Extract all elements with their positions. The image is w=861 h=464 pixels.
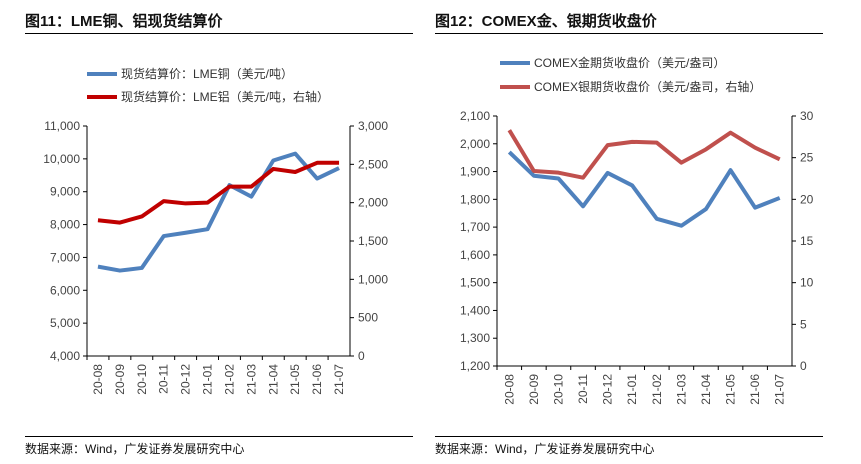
y2-tick-label: 30 bbox=[800, 109, 814, 123]
series-line-1 bbox=[507, 129, 781, 180]
y2-tick-label: 1,500 bbox=[358, 234, 388, 248]
y-tick-label: 11,000 bbox=[44, 119, 80, 133]
x-tick-label: 21-02 bbox=[222, 364, 236, 395]
y2-tick-label: 5 bbox=[800, 317, 807, 331]
x-tick-label: 21-05 bbox=[724, 374, 738, 405]
y-tick-label: 4,000 bbox=[50, 349, 80, 363]
chart-comex: 1,200 1,300 1,400 1,500 1,600 1,700 1,800 1,900… bbox=[460, 55, 814, 405]
y2-tick-label: 0 bbox=[358, 349, 365, 363]
y2-tick-label: 10 bbox=[800, 276, 814, 290]
x-tick-label: 20-09 bbox=[113, 364, 127, 395]
y-tick-label: 10,000 bbox=[43, 152, 80, 166]
series-line-0 bbox=[97, 151, 340, 273]
legend-label: 现货结算价：LME铜（美元/吨） bbox=[121, 66, 293, 81]
x-tick-label: 21-03 bbox=[674, 374, 688, 405]
chart-title: 图11：LME铜、铝现货结算价 bbox=[25, 13, 223, 30]
x-tick-label: 21-06 bbox=[310, 364, 324, 395]
source-note: 数据来源：Wind，广发证券发展研究中心 bbox=[435, 442, 655, 456]
y2-tick-label: 3,000 bbox=[358, 119, 388, 133]
y2-tick-label: 1,000 bbox=[358, 272, 388, 286]
divider bbox=[435, 436, 823, 437]
y-tick-label: 8,000 bbox=[50, 218, 80, 232]
x-tick-label: 20-08 bbox=[502, 374, 516, 405]
chart-panel-lme: 图11：LME铜、铝现货结算价 4,000 5,000 6,000 7,000 8,00… bbox=[25, 0, 425, 464]
y-tick-label: 1,700 bbox=[460, 220, 490, 234]
legend-label: 现货结算价：LME铝（美元/吨，右轴） bbox=[121, 89, 329, 104]
y-tick-label: 7,000 bbox=[50, 250, 80, 264]
divider bbox=[435, 33, 823, 34]
x-tick-label: 21-01 bbox=[625, 374, 639, 405]
x-tick-label: 20-10 bbox=[551, 374, 565, 405]
y2-tick-label: 2,500 bbox=[358, 157, 388, 171]
x-tick-label: 21-07 bbox=[773, 374, 787, 405]
x-tick-label: 20-10 bbox=[135, 364, 149, 395]
y2-tick-label: 0 bbox=[800, 359, 807, 373]
y-tick-label: 5,000 bbox=[50, 316, 80, 330]
y-tick-label: 1,200 bbox=[460, 359, 490, 373]
legend-label: COMEX银期货收盘价（美元/盎司，右轴） bbox=[534, 79, 761, 94]
y-tick-label: 1,400 bbox=[460, 303, 490, 317]
x-tick-label: 20-11 bbox=[576, 374, 590, 404]
legend-label: COMEX金期货收盘价（美元/盎司） bbox=[534, 55, 725, 70]
y2-tick-label: 15 bbox=[800, 234, 814, 248]
y-tick-label: 1,800 bbox=[460, 192, 490, 206]
x-tick-label: 21-06 bbox=[748, 374, 762, 405]
y-tick-label: 1,300 bbox=[460, 331, 490, 345]
y2-tick-label: 500 bbox=[358, 311, 378, 325]
x-tick-label: 21-04 bbox=[266, 364, 280, 395]
x-tick-label: 20-09 bbox=[527, 374, 541, 405]
x-tick-label: 21-05 bbox=[288, 364, 302, 395]
x-tick-label: 21-02 bbox=[650, 374, 664, 405]
source-note: 数据来源：Wind，广发证券发展研究中心 bbox=[25, 442, 245, 456]
y-tick-label: 1,600 bbox=[460, 248, 490, 262]
series-line-1 bbox=[97, 160, 340, 225]
y-tick-label: 2,000 bbox=[460, 137, 490, 151]
x-tick-label: 20-11 bbox=[157, 364, 171, 394]
divider bbox=[25, 436, 413, 437]
x-tick-label: 21-07 bbox=[332, 364, 346, 395]
x-tick-label: 20-12 bbox=[179, 364, 193, 395]
y-tick-label: 9,000 bbox=[50, 185, 80, 199]
chart-lme: 4,000 5,000 6,000 7,000 8,000 9,000 10,000 11,0… bbox=[43, 66, 388, 395]
x-tick-label: 20-08 bbox=[91, 364, 105, 395]
y-tick-label: 6,000 bbox=[50, 283, 80, 297]
x-tick-label: 21-01 bbox=[201, 364, 215, 395]
y-tick-label: 2,100 bbox=[460, 109, 490, 123]
y-tick-label: 1,900 bbox=[460, 165, 490, 179]
y2-tick-label: 2,000 bbox=[358, 196, 388, 210]
y-tick-label: 1,500 bbox=[460, 276, 490, 290]
x-tick-label: 21-03 bbox=[244, 364, 258, 395]
chart-panel-comex: 图12：COMEX金、银期货收盘价 1,200 1,300 1,400 1,500 1,… bbox=[435, 0, 835, 464]
series-line-0 bbox=[507, 150, 781, 228]
y2-tick-label: 25 bbox=[800, 151, 814, 165]
chart-title: 图12：COMEX金、银期货收盘价 bbox=[435, 13, 657, 30]
y2-tick-label: 20 bbox=[800, 192, 814, 206]
x-tick-label: 20-12 bbox=[601, 374, 615, 405]
divider bbox=[25, 33, 413, 34]
x-tick-label: 21-04 bbox=[699, 374, 713, 405]
